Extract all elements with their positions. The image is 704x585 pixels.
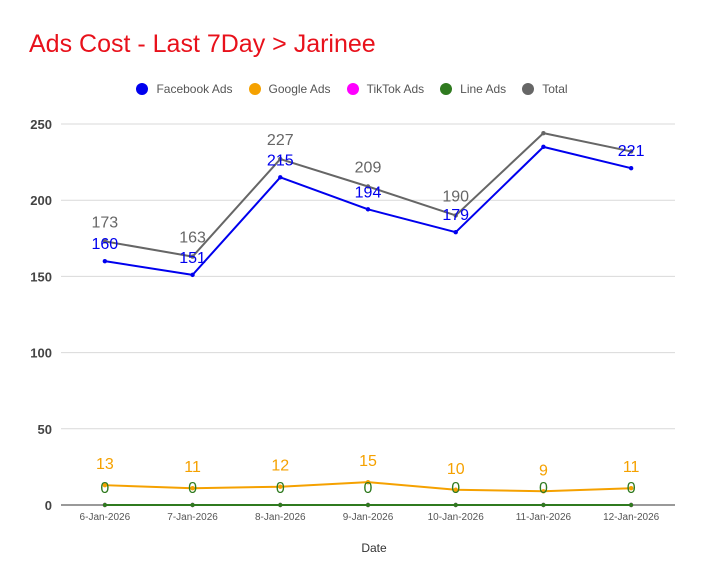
y-tick-label: 0 bbox=[45, 498, 52, 513]
legend-item-facebook-ads[interactable]: Facebook Ads bbox=[136, 81, 233, 97]
data-label-google-ads: 11 bbox=[623, 459, 640, 476]
data-point-line-ads bbox=[190, 502, 195, 508]
data-label-line-ads: 0 bbox=[627, 480, 636, 497]
data-point-total bbox=[190, 254, 195, 259]
data-point-total bbox=[541, 130, 546, 136]
data-label-line-ads: 0 bbox=[364, 480, 373, 497]
y-tick-label: 100 bbox=[30, 346, 52, 361]
chart-title: Ads Cost - Last 7Day > Jarinee bbox=[29, 30, 376, 58]
x-tick-label: 7-Jan-2026 bbox=[167, 512, 218, 523]
data-label-google-ads: 11 bbox=[184, 459, 201, 476]
data-point-total bbox=[365, 184, 371, 189]
data-point-google-ads bbox=[102, 482, 108, 488]
data-point-total bbox=[453, 213, 458, 218]
legend-label: TikTok Ads bbox=[366, 82, 425, 96]
data-label-facebook-ads: 160 bbox=[92, 236, 119, 253]
data-label-total: 227 bbox=[267, 132, 294, 149]
legend-swatch bbox=[136, 83, 149, 95]
data-label-facebook-ads: 215 bbox=[267, 152, 294, 169]
data-point-line-ads bbox=[453, 502, 458, 508]
data-label-total: 190 bbox=[442, 188, 469, 205]
data-point-facebook-ads bbox=[541, 144, 546, 150]
data-point-line-ads bbox=[278, 502, 283, 508]
data-point-google-ads bbox=[278, 484, 283, 489]
data-label-facebook-ads: 151 bbox=[179, 250, 206, 267]
legend-swatch bbox=[248, 83, 261, 95]
y-tick-label: 250 bbox=[30, 117, 52, 132]
data-point-total bbox=[278, 156, 283, 162]
data-label-google-ads: 10 bbox=[447, 461, 465, 478]
legend-item-google-ads[interactable]: Google Ads bbox=[248, 81, 331, 97]
data-point-google-ads bbox=[190, 486, 195, 491]
y-tick-label: 150 bbox=[30, 269, 52, 284]
legend-label: Facebook Ads bbox=[156, 82, 233, 96]
data-label-total: 163 bbox=[179, 230, 206, 247]
legend-swatch bbox=[522, 83, 535, 95]
data-label-line-ads: 0 bbox=[100, 480, 109, 497]
data-label-total: 173 bbox=[92, 214, 119, 231]
x-tick-label: 9-Jan-2026 bbox=[343, 512, 394, 523]
legend-label: Google Ads bbox=[268, 82, 331, 96]
data-label-google-ads: 15 bbox=[359, 453, 377, 470]
y-tick-label: 200 bbox=[30, 193, 52, 208]
data-label-facebook-ads: 179 bbox=[442, 207, 469, 224]
data-point-line-ads bbox=[541, 502, 546, 508]
data-label-line-ads: 0 bbox=[188, 480, 197, 497]
data-point-google-ads bbox=[453, 487, 458, 492]
legend-swatch bbox=[440, 83, 453, 95]
data-point-facebook-ads bbox=[102, 258, 108, 264]
legend-label: Line Ads bbox=[460, 82, 507, 96]
legend-item-tiktok-ads[interactable]: TikTok Ads bbox=[346, 81, 425, 97]
data-label-google-ads: 13 bbox=[96, 456, 114, 473]
x-tick-label: 6-Jan-2026 bbox=[80, 512, 131, 523]
data-label-google-ads: 9 bbox=[539, 462, 548, 479]
chart-legend: Facebook Ads Google Ads TikTok Ads Line Ads… bbox=[0, 81, 704, 97]
data-label-total: 209 bbox=[355, 159, 382, 176]
data-point-google-ads bbox=[365, 479, 371, 485]
x-tick-label: 8-Jan-2026 bbox=[255, 512, 306, 523]
data-point-line-ads bbox=[628, 502, 634, 508]
data-point-facebook-ads bbox=[365, 207, 371, 212]
x-tick-label: 12-Jan-2026 bbox=[603, 512, 660, 523]
data-label-facebook-ads: 194 bbox=[355, 184, 382, 201]
data-label-line-ads: 0 bbox=[276, 480, 285, 497]
legend-item-line-ads[interactable]: Line Ads bbox=[440, 81, 506, 97]
legend-label: Total bbox=[542, 82, 568, 96]
data-point-facebook-ads bbox=[278, 175, 283, 180]
data-label-line-ads: 0 bbox=[451, 480, 460, 497]
data-point-facebook-ads bbox=[628, 165, 634, 171]
data-point-total bbox=[102, 239, 108, 244]
legend-swatch bbox=[346, 83, 359, 95]
data-point-line-ads bbox=[365, 502, 371, 508]
x-tick-label: 11-Jan-2026 bbox=[516, 512, 572, 523]
data-point-facebook-ads bbox=[453, 230, 458, 235]
y-tick-label: 50 bbox=[38, 422, 52, 437]
data-label-facebook-ads: 221 bbox=[618, 143, 645, 160]
data-point-google-ads bbox=[628, 486, 634, 491]
data-point-facebook-ads bbox=[190, 272, 195, 278]
x-tick-label: 10-Jan-2026 bbox=[428, 512, 485, 523]
legend-item-total[interactable]: Total bbox=[522, 81, 568, 97]
data-point-total bbox=[628, 149, 634, 154]
data-point-google-ads bbox=[541, 489, 546, 494]
x-axis-title: Date bbox=[361, 541, 387, 555]
data-label-line-ads: 0 bbox=[539, 480, 548, 497]
data-point-line-ads bbox=[102, 502, 108, 508]
data-label-google-ads: 12 bbox=[271, 458, 289, 475]
